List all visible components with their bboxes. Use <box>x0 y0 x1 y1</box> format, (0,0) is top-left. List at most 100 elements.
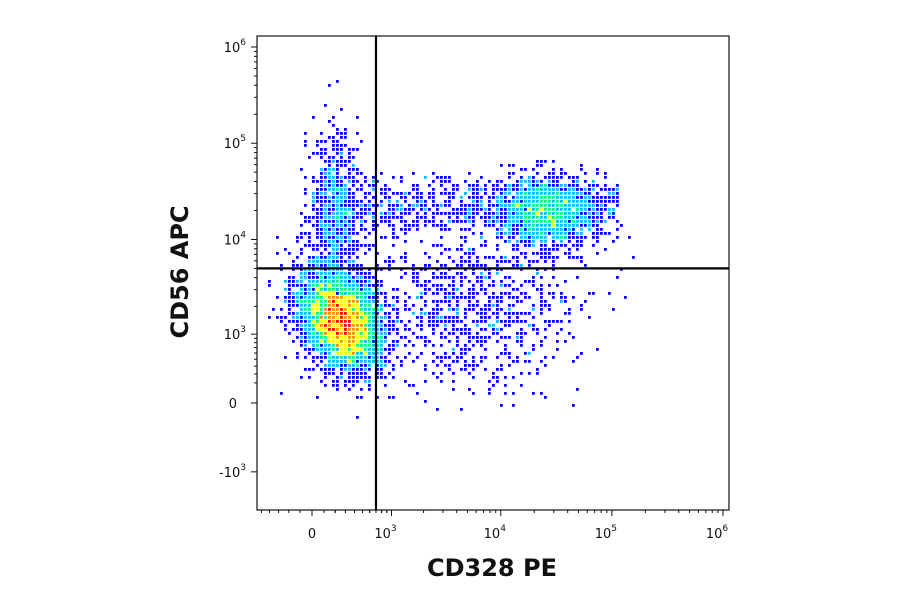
event-density-cell <box>588 228 591 231</box>
event-density-cell <box>324 320 327 323</box>
event-density-cell <box>348 156 351 159</box>
event-density-cell <box>460 248 463 251</box>
event-density-cell <box>344 260 347 263</box>
event-density-cell <box>332 220 335 223</box>
event-density-cell <box>336 308 339 311</box>
event-density-cell <box>324 336 327 339</box>
event-density-cell <box>456 360 459 363</box>
event-density-cell <box>480 316 483 319</box>
event-density-cell <box>352 192 355 195</box>
event-density-cell <box>340 160 343 163</box>
event-density-cell <box>532 220 535 223</box>
event-density-cell <box>552 216 555 219</box>
event-density-cell <box>460 256 463 259</box>
event-density-cell <box>488 276 491 279</box>
event-density-cell <box>528 188 531 191</box>
event-density-cell <box>572 176 575 179</box>
event-density-cell <box>316 284 319 287</box>
event-density-cell <box>328 240 331 243</box>
event-density-cell <box>332 228 335 231</box>
event-density-cell <box>328 360 331 363</box>
event-density-cell <box>384 324 387 327</box>
event-density-cell <box>288 276 291 279</box>
event-density-cell <box>352 200 355 203</box>
event-density-cell <box>320 232 323 235</box>
event-density-cell <box>432 192 435 195</box>
event-density-cell <box>524 296 527 299</box>
event-density-cell <box>324 344 327 347</box>
event-density-cell <box>532 188 535 191</box>
event-density-cell <box>416 200 419 203</box>
event-density-cell <box>332 180 335 183</box>
event-density-cell <box>328 232 331 235</box>
event-density-cell <box>284 248 287 251</box>
event-density-cell <box>496 328 499 331</box>
event-density-cell <box>328 156 331 159</box>
event-density-cell <box>416 196 419 199</box>
event-density-cell <box>332 300 335 303</box>
event-density-cell <box>572 196 575 199</box>
event-density-cell <box>480 336 483 339</box>
event-density-cell <box>320 296 323 299</box>
event-density-cell <box>336 180 339 183</box>
event-density-cell <box>416 184 419 187</box>
event-density-cell <box>472 196 475 199</box>
event-density-cell <box>368 352 371 355</box>
event-density-cell <box>336 164 339 167</box>
event-density-cell <box>388 320 391 323</box>
event-density-cell <box>600 228 603 231</box>
event-density-cell <box>572 216 575 219</box>
event-density-cell <box>340 152 343 155</box>
event-density-cell <box>344 276 347 279</box>
event-density-cell <box>340 136 343 139</box>
event-density-cell <box>384 292 387 295</box>
event-density-cell <box>308 340 311 343</box>
event-density-cell <box>536 260 539 263</box>
event-density-cell <box>460 408 463 411</box>
event-density-cell <box>396 312 399 315</box>
event-density-cell <box>428 288 431 291</box>
event-density-cell <box>340 304 343 307</box>
event-density-cell <box>308 312 311 315</box>
event-density-cell <box>476 300 479 303</box>
event-density-cell <box>292 284 295 287</box>
event-density-cell <box>576 256 579 259</box>
event-density-cell <box>424 216 427 219</box>
event-density-cell <box>308 292 311 295</box>
event-density-cell <box>332 296 335 299</box>
event-density-cell <box>324 292 327 295</box>
event-density-cell <box>412 224 415 227</box>
event-density-cell <box>436 224 439 227</box>
event-density-cell <box>456 340 459 343</box>
event-density-cell <box>548 196 551 199</box>
event-density-cell <box>392 244 395 247</box>
event-density-cell <box>500 236 503 239</box>
event-density-cell <box>348 172 351 175</box>
event-density-cell <box>492 292 495 295</box>
event-density-cell <box>332 244 335 247</box>
event-density-cell <box>444 228 447 231</box>
event-density-cell <box>336 324 339 327</box>
event-density-cell <box>516 208 519 211</box>
event-density-cell <box>312 332 315 335</box>
event-density-cell <box>408 340 411 343</box>
event-density-cell <box>548 172 551 175</box>
event-density-cell <box>432 332 435 335</box>
event-density-cell <box>372 336 375 339</box>
event-density-cell <box>420 284 423 287</box>
event-density-cell <box>360 316 363 319</box>
event-density-cell <box>316 312 319 315</box>
event-density-cell <box>504 260 507 263</box>
event-density-cell <box>344 220 347 223</box>
event-density-cell <box>336 284 339 287</box>
event-density-cell <box>540 296 543 299</box>
event-density-cell <box>500 328 503 331</box>
event-density-cell <box>352 168 355 171</box>
event-density-cell <box>368 324 371 327</box>
event-density-cell <box>484 264 487 267</box>
event-density-cell <box>348 312 351 315</box>
event-density-cell <box>548 308 551 311</box>
event-density-cell <box>316 236 319 239</box>
event-density-cell <box>428 220 431 223</box>
